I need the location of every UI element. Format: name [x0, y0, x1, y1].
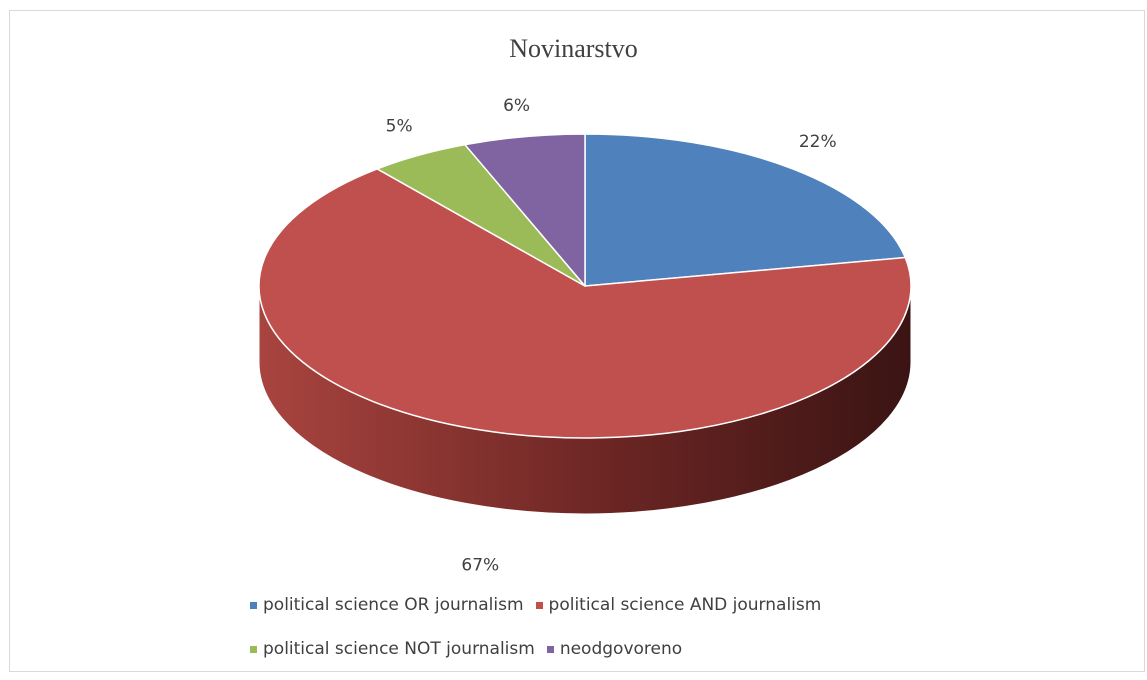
pie-slice-and	[258, 168, 912, 439]
legend-label-or: political science OR journalism	[263, 595, 524, 615]
legend-swatch-not	[250, 645, 257, 653]
legend-label-not: political science NOT journalism	[263, 639, 535, 659]
chart-title: Novinarstvo	[509, 34, 638, 63]
pie-slice-neodgovoreno	[464, 133, 586, 287]
legend-item-or: political science OR journalism	[250, 595, 524, 615]
legend-swatch-or	[250, 601, 257, 609]
legend-label-and: political science AND journalism	[548, 595, 822, 615]
legend-row-1: political science OR journalism politica…	[250, 592, 950, 618]
legend-swatch-neodgovoreno	[546, 645, 554, 653]
data-label-or: 22%	[799, 132, 837, 152]
data-label-neodgovoreno: 6%	[503, 96, 530, 116]
data-label-and: 67%	[461, 555, 499, 575]
legend-row-2: political science NOT journalism neodgov…	[250, 636, 950, 662]
data-label-not: 5%	[386, 116, 413, 136]
legend-swatch-and	[535, 601, 543, 609]
legend-label-neodgovoreno: neodgovoreno	[559, 639, 683, 659]
legend-item-not: political science NOT journalism	[250, 639, 535, 659]
legend-item-neodgovoreno: neodgovoreno	[546, 639, 683, 659]
legend: political science OR journalism politica…	[250, 592, 950, 680]
pie-slice-or	[584, 133, 906, 287]
legend-item-and: political science AND journalism	[535, 595, 822, 615]
